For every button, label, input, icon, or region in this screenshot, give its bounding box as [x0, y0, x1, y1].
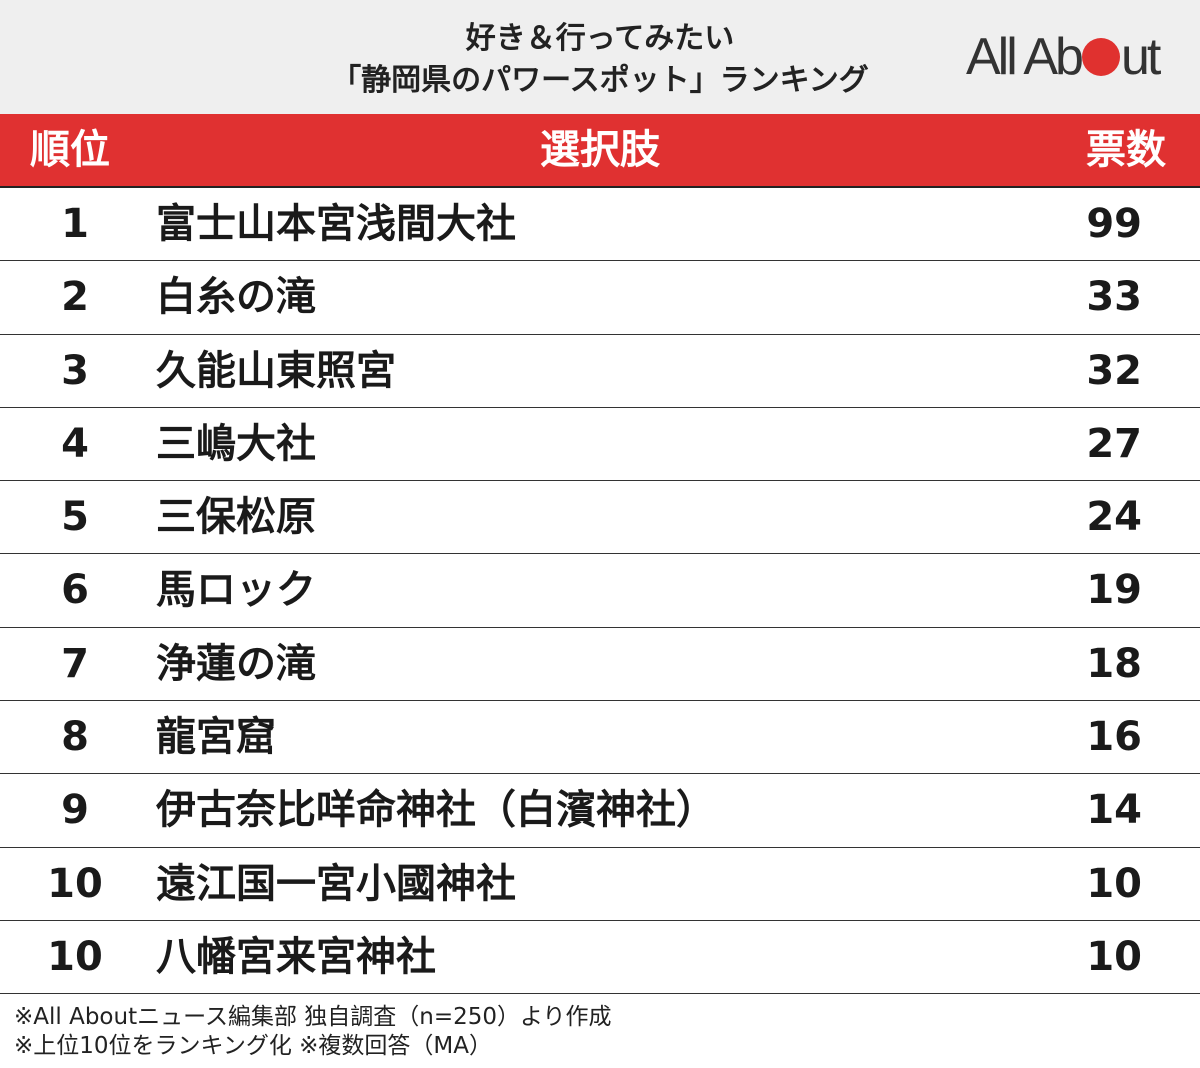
table-row: 1 富士山本宮浅間大社 99	[0, 188, 1200, 262]
choice-cell: 伊古奈比咩命神社（白濱神社）	[156, 787, 716, 834]
votes-cell: 24	[1086, 494, 1142, 541]
choice-cell: 白糸の滝	[156, 274, 316, 321]
choice-cell: 三保松原	[156, 494, 316, 541]
table-row: 3 久能山東照宮 32	[0, 335, 1200, 408]
votes-cell: 10	[1086, 933, 1142, 980]
votes-cell: 18	[1086, 640, 1142, 687]
allabout-logo: All Ab ut	[966, 30, 1186, 84]
table-row: 10 八幡宮来宮神社 10	[0, 921, 1200, 995]
choice-cell: 三嶋大社	[156, 420, 316, 467]
title-line-2: 「静岡県のパワースポット」ランキング	[331, 63, 869, 98]
rank-cell: 10	[47, 933, 103, 980]
choice-cell: 八幡宮来宮神社	[156, 933, 436, 980]
choice-cell: 富士山本宮浅間大社	[156, 201, 516, 247]
table-row: 7 浄蓮の滝 18	[0, 628, 1200, 702]
header-banner: 好き＆行ってみたい 「静岡県のパワースポット」ランキング All Ab ut	[0, 0, 1200, 114]
votes-cell: 99	[1086, 201, 1142, 247]
rank-cell: 4	[61, 420, 89, 467]
footnotes: ※All Aboutニュース編集部 独自調査（n=250）より作成 ※上位10位…	[14, 1003, 612, 1061]
rank-cell: 1	[61, 201, 89, 247]
rank-cell: 3	[61, 347, 89, 394]
table-row: 10 遠江国一宮小國神社 10	[0, 848, 1200, 921]
choice-cell: 馬ロック	[156, 567, 316, 614]
footnote-line-1: ※All Aboutニュース編集部 独自調査（n=250）より作成	[14, 1004, 612, 1030]
table-row: 4 三嶋大社 27	[0, 408, 1200, 482]
column-header-choice: 選択肢	[540, 127, 660, 173]
table-header: 順位 選択肢 票数	[0, 114, 1200, 188]
title-line-1: 好き＆行ってみたい	[465, 21, 735, 56]
rank-cell: 5	[61, 494, 89, 541]
table-row: 6 馬ロック 19	[0, 554, 1200, 628]
logo-red-dot-icon	[1081, 38, 1120, 76]
chart-title: 好き＆行ってみたい 「静岡県のパワースポット」ランキング	[0, 18, 1200, 102]
logo-text-left: All Ab	[966, 28, 1084, 86]
choice-cell: 遠江国一宮小國神社	[156, 860, 516, 907]
votes-cell: 16	[1086, 714, 1142, 761]
column-header-rank: 順位	[30, 127, 110, 173]
table-row: 9 伊古奈比咩命神社（白濱神社） 14	[0, 774, 1200, 848]
votes-cell: 19	[1086, 567, 1142, 614]
votes-cell: 10	[1086, 860, 1142, 907]
footnote-line-2: ※上位10位をランキング化 ※複数回答（MA）	[14, 1033, 493, 1059]
column-header-votes: 票数	[1086, 127, 1166, 173]
votes-cell: 33	[1086, 274, 1142, 321]
votes-cell: 14	[1086, 787, 1142, 834]
table-row: 5 三保松原 24	[0, 481, 1200, 555]
logo-text-right: ut	[1120, 28, 1161, 86]
choice-cell: 龍宮窟	[156, 714, 276, 761]
table-row: 8 龍宮窟 16	[0, 701, 1200, 775]
rank-cell: 2	[61, 274, 89, 321]
table-row: 2 白糸の滝 33	[0, 261, 1200, 335]
votes-cell: 27	[1086, 420, 1142, 467]
votes-cell: 32	[1086, 347, 1142, 394]
table-body: 1 富士山本宮浅間大社 99 2 白糸の滝 33 3 久能山東照宮 32 4 三嶋大社 27 5 三保松原…	[0, 188, 1200, 995]
rank-cell: 6	[61, 567, 89, 614]
rank-cell: 8	[61, 714, 89, 761]
choice-cell: 久能山東照宮	[156, 347, 396, 394]
rank-cell: 7	[61, 640, 89, 687]
choice-cell: 浄蓮の滝	[156, 640, 316, 687]
rank-cell: 9	[61, 787, 89, 834]
rank-cell: 10	[47, 860, 103, 907]
